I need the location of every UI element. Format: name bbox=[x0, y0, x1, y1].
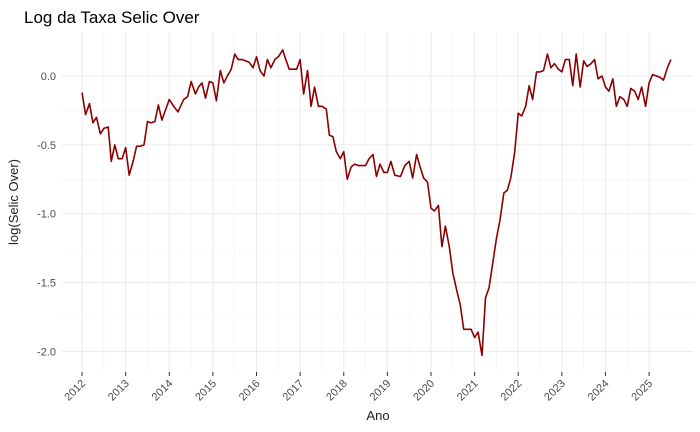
chart-title: Log da Taxa Selic Over bbox=[24, 8, 200, 27]
x-tick-label: 2017 bbox=[280, 378, 306, 404]
x-tick-label: 2015 bbox=[193, 378, 219, 404]
x-tick-label: 2018 bbox=[324, 378, 350, 404]
x-tick-label: 2020 bbox=[411, 378, 437, 404]
x-axis-title: Ano bbox=[366, 408, 389, 423]
x-tick-label: 2012 bbox=[62, 378, 88, 404]
x-tick-label: 2019 bbox=[368, 378, 394, 404]
x-tick-label: 2016 bbox=[237, 378, 263, 404]
y-tick-label: 0.0 bbox=[41, 71, 56, 83]
x-tick-label: 2014 bbox=[150, 378, 176, 404]
x-tick-label: 2013 bbox=[106, 378, 132, 404]
y-tick-label: -2.0 bbox=[37, 346, 56, 358]
x-tick-label: 2024 bbox=[586, 378, 612, 404]
y-axis-title: log(Selic Over) bbox=[6, 159, 21, 245]
x-tick-label: 2025 bbox=[629, 378, 655, 404]
line-series bbox=[81, 49, 672, 357]
y-tick-label: -1.5 bbox=[37, 278, 56, 290]
x-tick-label: 2021 bbox=[455, 378, 481, 404]
y-tick-label: -0.5 bbox=[37, 140, 56, 152]
x-tick-label: 2022 bbox=[499, 378, 525, 404]
x-tick-label: 2023 bbox=[542, 378, 568, 404]
y-tick-label: -1.0 bbox=[37, 209, 56, 221]
